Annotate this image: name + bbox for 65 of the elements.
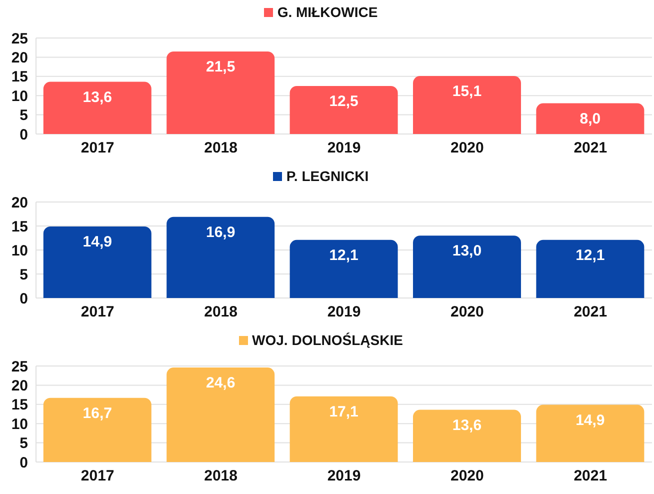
bar [536, 404, 644, 462]
bar [290, 240, 398, 298]
bar [43, 82, 152, 134]
bar [290, 86, 398, 134]
data-label: 13,6 [452, 416, 482, 434]
y-tick-label: 5 [20, 435, 28, 452]
data-label: 14,9 [82, 233, 112, 250]
x-tick-label: 2020 [450, 304, 484, 321]
y-tick-label: 20 [11, 50, 28, 67]
x-tick-label: 2018 [204, 304, 238, 321]
data-label: 24,6 [206, 374, 236, 392]
legend-label: WOJ. DOLNOŚLĄSKIE [252, 332, 403, 348]
y-tick-label: 0 [20, 126, 28, 144]
bar [43, 398, 152, 462]
bar [412, 410, 521, 462]
bar [166, 368, 275, 462]
data-label: 21,5 [206, 58, 236, 76]
legend-label: G. MIŁKOWICE [277, 4, 378, 20]
y-tick-label: 20 [11, 378, 28, 395]
data-label: 14,9 [576, 412, 605, 429]
x-tick-label: 2021 [574, 468, 608, 485]
y-tick-label: 25 [11, 30, 28, 48]
x-tick-label: 2019 [327, 468, 361, 485]
x-tick-label: 2021 [574, 140, 608, 157]
x-tick-label: 2021 [574, 304, 608, 321]
bar [536, 240, 644, 298]
x-tick-label: 2019 [327, 304, 361, 321]
y-tick-label: 0 [20, 454, 28, 472]
y-tick-label: 20 [11, 194, 28, 212]
bar [412, 236, 521, 298]
y-tick-label: 10 [11, 242, 28, 260]
data-label: 17,1 [329, 403, 358, 420]
bar [43, 226, 152, 298]
data-label: 13,6 [82, 88, 112, 106]
data-label: 13,0 [452, 242, 482, 260]
y-tick-label: 25 [11, 358, 28, 376]
x-tick-label: 2017 [80, 304, 114, 321]
y-tick-label: 0 [20, 290, 28, 308]
x-tick-label: 2020 [450, 468, 484, 485]
y-tick-label: 15 [11, 218, 28, 236]
data-label: 16,7 [82, 404, 112, 422]
y-tick-label: 10 [11, 88, 28, 105]
y-tick-label: 10 [11, 416, 28, 433]
bar [412, 76, 521, 134]
y-tick-label: 5 [20, 266, 28, 284]
x-tick-label: 2020 [450, 140, 484, 157]
data-label: 15,1 [452, 83, 482, 100]
data-label: 12,5 [329, 93, 358, 110]
data-label: 16,9 [206, 224, 236, 241]
data-label: 12,1 [329, 246, 358, 264]
x-tick-label: 2017 [80, 140, 114, 157]
y-tick-label: 5 [20, 107, 28, 124]
x-tick-label: 2018 [204, 140, 238, 157]
bar [536, 103, 644, 134]
data-label: 12,1 [576, 246, 605, 264]
data-label: 8,0 [580, 110, 601, 128]
bar [166, 51, 275, 134]
bar [290, 396, 398, 462]
legend-label: P. LEGNICKI [286, 168, 369, 184]
y-tick-label: 15 [11, 396, 28, 414]
y-tick-label: 15 [11, 68, 28, 86]
x-tick-label: 2018 [204, 468, 238, 485]
x-tick-label: 2019 [327, 140, 361, 157]
bar [166, 216, 275, 298]
x-tick-label: 2017 [80, 468, 114, 485]
